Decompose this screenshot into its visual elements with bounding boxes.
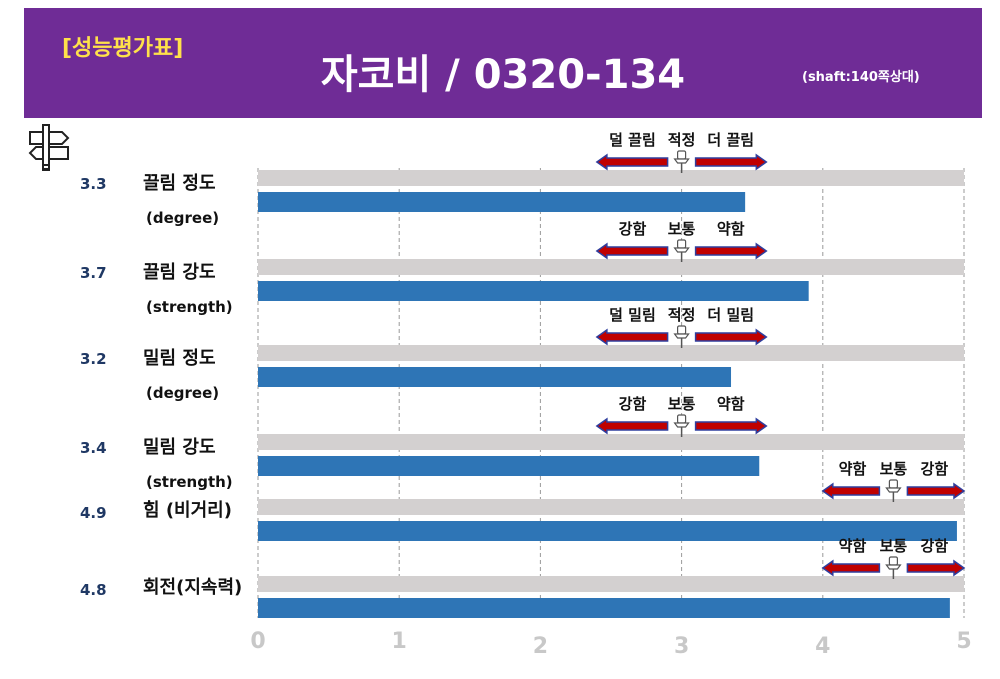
scale-label: 더 끌림 bbox=[707, 131, 754, 149]
scale-label: 보통 bbox=[880, 537, 908, 555]
scale-label: 보통 bbox=[668, 395, 696, 413]
metric-row: 3.4 밀림 강도(strength)강함 보통 약함 bbox=[80, 395, 964, 491]
scale-track bbox=[258, 434, 964, 450]
scale-label: 강함 bbox=[921, 460, 949, 478]
scale-label: 강함 bbox=[921, 537, 949, 555]
score-label: 3.2 bbox=[80, 350, 107, 368]
x-tick-label: 1 bbox=[392, 629, 407, 654]
value-bar bbox=[258, 598, 950, 618]
scale-label: 약함 bbox=[717, 395, 745, 413]
scale-arrow-left bbox=[595, 153, 669, 171]
scale-track bbox=[258, 576, 964, 592]
signpost-icon bbox=[28, 124, 70, 171]
scale-arrow-right bbox=[694, 328, 768, 346]
metric-row: 3.2 밀림 정도 (degree) 덜 밀림 적정 더 밀림 bbox=[80, 306, 964, 402]
scale-track bbox=[258, 259, 964, 275]
category-label: 끌림 강도 bbox=[143, 262, 216, 283]
category-label: 회전(지속력) bbox=[143, 577, 242, 598]
scale-arrow-right bbox=[694, 242, 768, 260]
scale-track bbox=[258, 345, 964, 361]
score-label: 3.3 bbox=[80, 175, 107, 193]
scale-track bbox=[258, 170, 964, 186]
x-tick-label: 4 bbox=[815, 634, 830, 659]
score-label: 4.9 bbox=[80, 504, 107, 522]
pushpin-icon bbox=[673, 325, 690, 348]
value-bar bbox=[258, 281, 809, 301]
category-label: 밀림 강도 bbox=[143, 437, 216, 458]
x-tick-label: 0 bbox=[250, 629, 265, 654]
x-tick-label: 5 bbox=[956, 629, 971, 654]
metric-row: 3.3 끌림 정도 (degree) 덜 끌림 적정 더 끌림 bbox=[80, 131, 964, 227]
category-sublabel: (degree) bbox=[146, 384, 219, 402]
pushpin-icon bbox=[885, 556, 902, 579]
x-tick-label: 2 bbox=[533, 634, 548, 659]
pushpin-icon bbox=[673, 150, 690, 173]
scale-arrow-right bbox=[906, 482, 966, 500]
scale-arrow-right bbox=[694, 153, 768, 171]
value-bar bbox=[258, 367, 732, 387]
scale-label: 강함 bbox=[619, 395, 647, 413]
value-bar bbox=[258, 456, 760, 476]
scale-label: 약함 bbox=[717, 220, 745, 238]
score-label: 3.7 bbox=[80, 264, 107, 282]
category-sublabel: (strength) bbox=[146, 473, 233, 491]
scale-label: 더 밀림 bbox=[707, 306, 754, 324]
header-banner: [성능평가표] 자코비 / 0320-134 (shaft:140쪽상대) bbox=[24, 8, 982, 118]
metric-row: 3.7 끌림 강도 (strength) 강함 보통 약함 bbox=[80, 220, 964, 316]
scale-label: 보통 bbox=[880, 460, 908, 478]
scale-label: 보통 bbox=[668, 220, 696, 238]
scale-label: 강함 bbox=[619, 220, 647, 238]
pushpin-icon bbox=[885, 479, 902, 502]
category-label: 끌림 정도 bbox=[143, 173, 216, 194]
scale-arrow-left bbox=[595, 328, 669, 346]
scale-arrow-right bbox=[694, 417, 768, 435]
category-sublabel: (degree) bbox=[146, 209, 219, 227]
scale-arrow-left bbox=[821, 482, 881, 500]
scale-label: 약함 bbox=[839, 460, 867, 478]
page-title: 자코비 / 0320-134 bbox=[320, 52, 686, 98]
report-badge: [성능평가표] bbox=[62, 36, 184, 61]
value-bar bbox=[258, 192, 746, 212]
category-label: 밀림 정도 bbox=[143, 348, 216, 369]
pushpin-icon bbox=[673, 414, 690, 437]
scale-label: 적정 bbox=[668, 306, 696, 324]
scale-arrow-right bbox=[906, 559, 966, 577]
score-label: 4.8 bbox=[80, 581, 107, 599]
metric-row: 4.8 회전(지속력) 약함 보통 강함 bbox=[80, 537, 966, 618]
scale-arrow-left bbox=[821, 559, 881, 577]
category-label: 힘 (비거리) bbox=[143, 500, 232, 521]
scale-arrow-left bbox=[595, 417, 669, 435]
value-bar bbox=[258, 521, 957, 541]
score-label: 3.4 bbox=[80, 439, 107, 457]
scale-label: 적정 bbox=[668, 131, 696, 149]
x-tick-label: 3 bbox=[674, 634, 689, 659]
pushpin-icon bbox=[673, 239, 690, 262]
category-sublabel: (strength) bbox=[146, 298, 233, 316]
scale-track bbox=[258, 499, 964, 515]
scale-label: 덜 밀림 bbox=[609, 306, 656, 324]
page-subtitle: (shaft:140쪽상대) bbox=[802, 70, 920, 85]
scale-label: 약함 bbox=[839, 537, 867, 555]
scale-label: 덜 끌림 bbox=[609, 131, 656, 149]
metric-row: 4.9 힘 (비거리) 약함 보통 강함 bbox=[80, 460, 966, 541]
scale-arrow-left bbox=[595, 242, 669, 260]
